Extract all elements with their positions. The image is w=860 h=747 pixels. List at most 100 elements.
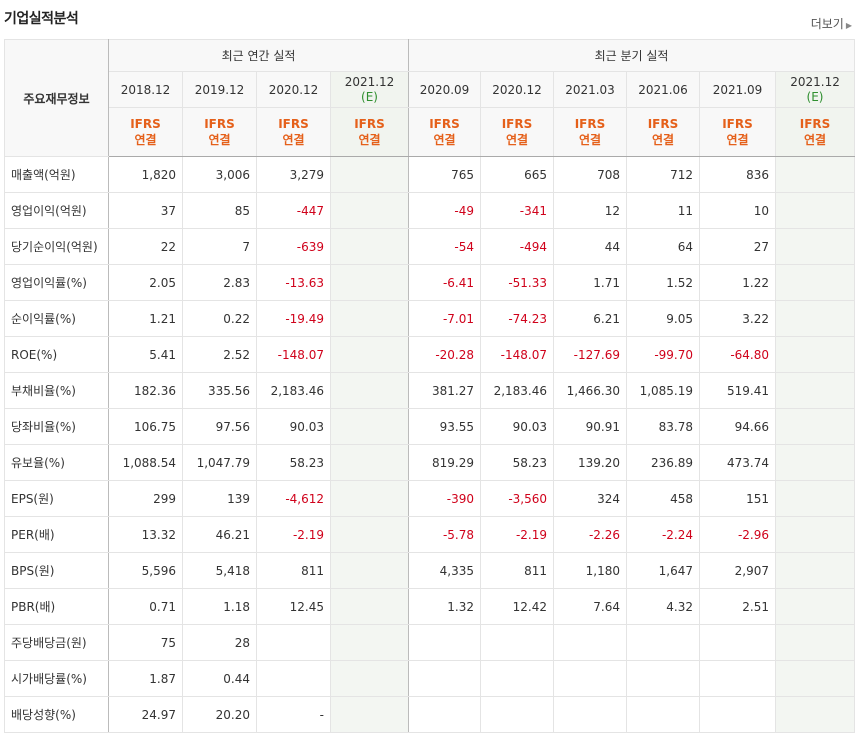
table-cell [330,408,409,445]
table-cell: 151 [699,480,776,517]
table-cell: 2,183.46 [480,372,554,409]
quarter-group-header: 최근 분기 실적 [407,39,856,72]
table-cell: -148.07 [256,336,331,373]
table-cell: 1.87 [108,660,183,697]
table-cell: 97.56 [182,408,257,445]
table-cell [330,228,409,265]
period-header: 2021.12 (E) [774,71,856,108]
table-cell [408,624,481,661]
more-link-label: 더보기 [810,17,844,31]
ifrs-label: IFRS 연결 [699,107,776,157]
row-label: 영업이익(억원) [4,192,109,229]
table-cell [330,156,409,193]
period-label: 2021.12 [344,74,395,89]
table-cell [330,264,409,301]
table-cell [774,156,856,193]
table-cell: 0.22 [182,300,257,337]
table-cell: 12 [553,192,627,229]
table-cell [480,624,554,661]
table-cell: 811 [480,552,554,589]
table-cell: 1.71 [553,264,627,301]
table-cell: -127.69 [553,336,627,373]
row-label: 시가배당률(%) [4,660,109,697]
table-cell: -4,612 [256,480,331,517]
table-cell: 3,006 [182,156,257,193]
ifrs-label: IFRS 연결 [330,107,409,157]
period-label: 2021.12 [790,74,840,89]
period-header: 2020.12 [256,71,331,108]
table-cell: 75 [108,624,183,661]
table-cell [330,372,409,409]
table-cell [330,696,409,733]
table-cell: 0.71 [108,588,183,625]
table-row: 주당배당금(원) 75 28 [4,624,856,661]
table-cell [774,228,856,265]
table-cell [480,660,554,697]
table-cell: 93.55 [408,408,481,445]
table-row: 영업이익(억원) 37 85 -447 -49 -341 12 11 10 [4,192,856,229]
table-cell [699,624,776,661]
table-cell: 458 [626,480,700,517]
row-label: 배당성향(%) [4,696,109,733]
table-cell: 46.21 [182,516,257,553]
table-cell: 9.05 [626,300,700,337]
table-cell: 381.27 [408,372,481,409]
table-cell: -148.07 [480,336,554,373]
table-cell [330,660,409,697]
row-label: 매출액(억원) [4,156,109,193]
ifrs-label: IFRS 연결 [553,107,627,157]
table-cell: -19.49 [256,300,331,337]
table-cell [256,660,331,697]
table-cell: 708 [553,156,627,193]
more-link[interactable]: 더보기 ▶ [811,15,852,32]
table-cell [330,588,409,625]
table-cell: 12.42 [480,588,554,625]
table-row: BPS(원) 5,596 5,418 811 4,335 811 1,180 1,647 2,9… [4,552,856,589]
table-cell: 7 [182,228,257,265]
table-cell: 836 [699,156,776,193]
table-cell: 1,820 [108,156,183,193]
table-cell [330,192,409,229]
table-cell: 335.56 [182,372,257,409]
table-cell: -20.28 [408,336,481,373]
table-cell: 5,418 [182,552,257,589]
table-cell: 22 [108,228,183,265]
table-cell: -64.80 [699,336,776,373]
table-cell: 2.52 [182,336,257,373]
table-cell: 1.52 [626,264,700,301]
table-cell: 5.41 [108,336,183,373]
table-cell [774,444,856,481]
table-cell: 83.78 [626,408,700,445]
table-row: 당기순이익(억원) 22 7 -639 -54 -494 44 64 27 [4,228,856,265]
table-cell: -51.33 [480,264,554,301]
table-cell: 1,085.19 [626,372,700,409]
table-row: 유보율(%) 1,088.54 1,047.79 58.23 819.29 58.23 13… [4,444,856,481]
table-row: 배당성향(%) 24.97 20.20- [4,696,856,733]
table-cell: -2.24 [626,516,700,553]
period-header: 2018.12 [108,71,183,108]
table-cell: -3,560 [480,480,554,517]
table-cell: 2,907 [699,552,776,589]
table-cell: 94.66 [699,408,776,445]
table-cell: 299 [108,480,183,517]
table-cell [774,300,856,337]
table-row: 순이익률(%) 1.21 0.22 -19.49 -7.01 -74.23 6.21 9.05… [4,300,856,337]
table-cell: 11 [626,192,700,229]
table-cell: 2.05 [108,264,183,301]
table-cell: 2.83 [182,264,257,301]
estimate-marker: (E) [806,89,824,104]
table-cell: 90.03 [256,408,331,445]
period-header: 2020.12 [480,71,554,108]
table-cell: -494 [480,228,554,265]
table-cell: 4,335 [408,552,481,589]
ifrs-label: IFRS 연결 [480,107,554,157]
table-cell: 3,279 [256,156,331,193]
row-label: 유보율(%) [4,444,109,481]
table-cell: -6.41 [408,264,481,301]
table-cell: -639 [256,228,331,265]
table-cell: 7.64 [553,588,627,625]
table-cell: 37 [108,192,183,229]
table-cell: 1,647 [626,552,700,589]
table-cell: -74.23 [480,300,554,337]
table-cell: 3.22 [699,300,776,337]
